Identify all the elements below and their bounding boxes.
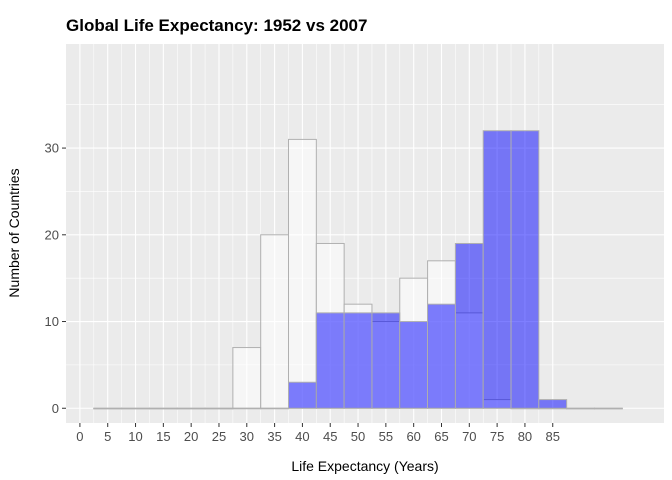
- x-axis-title: Life Expectancy (Years): [291, 458, 438, 474]
- x-tick-label: 25: [212, 429, 226, 444]
- bar: [148, 407, 178, 410]
- x-tick-label: 20: [184, 429, 198, 444]
- bar: [566, 407, 595, 410]
- x-tick-label: 10: [128, 429, 142, 444]
- bar: [93, 407, 123, 410]
- chart-title: Global Life Expectancy: 1952 vs 2007: [66, 16, 367, 35]
- y-tick-label: 0: [52, 401, 59, 416]
- bar: [315, 312, 345, 409]
- bar: [232, 347, 262, 409]
- x-tick-label: 65: [434, 429, 448, 444]
- bar: [538, 399, 568, 409]
- x-tick-label: 0: [76, 429, 83, 444]
- y-axis: 0 10 20 30: [45, 141, 66, 416]
- y-tick-label: 10: [45, 314, 59, 329]
- bar: [176, 407, 206, 410]
- bar: [260, 234, 290, 409]
- y-tick-label: 20: [45, 227, 59, 242]
- bar: [260, 407, 290, 410]
- bar: [288, 381, 317, 409]
- bar: [232, 407, 262, 410]
- bar: [343, 312, 373, 409]
- bar: [399, 321, 429, 409]
- bar: [482, 130, 512, 409]
- x-tick-label: 60: [406, 429, 420, 444]
- x-tick-label: 75: [490, 429, 504, 444]
- x-axis: 0 5 10 15 20 25 30 35 40 45 50 55 60 65 70 75 80 85: [76, 423, 560, 444]
- x-tick-label: 80: [518, 429, 532, 444]
- bar: [510, 130, 540, 409]
- x-tick-label: 45: [323, 429, 337, 444]
- bar: [204, 407, 234, 410]
- y-axis-title: Number of Countries: [6, 168, 22, 297]
- y-tick-label: 30: [45, 141, 59, 156]
- x-tick-label: 40: [295, 429, 309, 444]
- bar: [288, 138, 317, 409]
- x-tick-label: 30: [240, 429, 254, 444]
- x-tick-label: 85: [546, 429, 560, 444]
- bar: [121, 407, 150, 410]
- bar-series-1: [93, 130, 623, 410]
- bar: [593, 407, 623, 410]
- bar: [454, 242, 484, 409]
- x-tick-label: 15: [156, 429, 170, 444]
- histogram-bars: [93, 130, 623, 410]
- x-tick-label: 5: [104, 429, 111, 444]
- x-tick-label: 50: [351, 429, 365, 444]
- bar: [371, 312, 401, 409]
- bar: [427, 303, 456, 409]
- x-tick-label: 55: [379, 429, 393, 444]
- x-tick-label: 70: [462, 429, 476, 444]
- x-tick-label: 35: [267, 429, 281, 444]
